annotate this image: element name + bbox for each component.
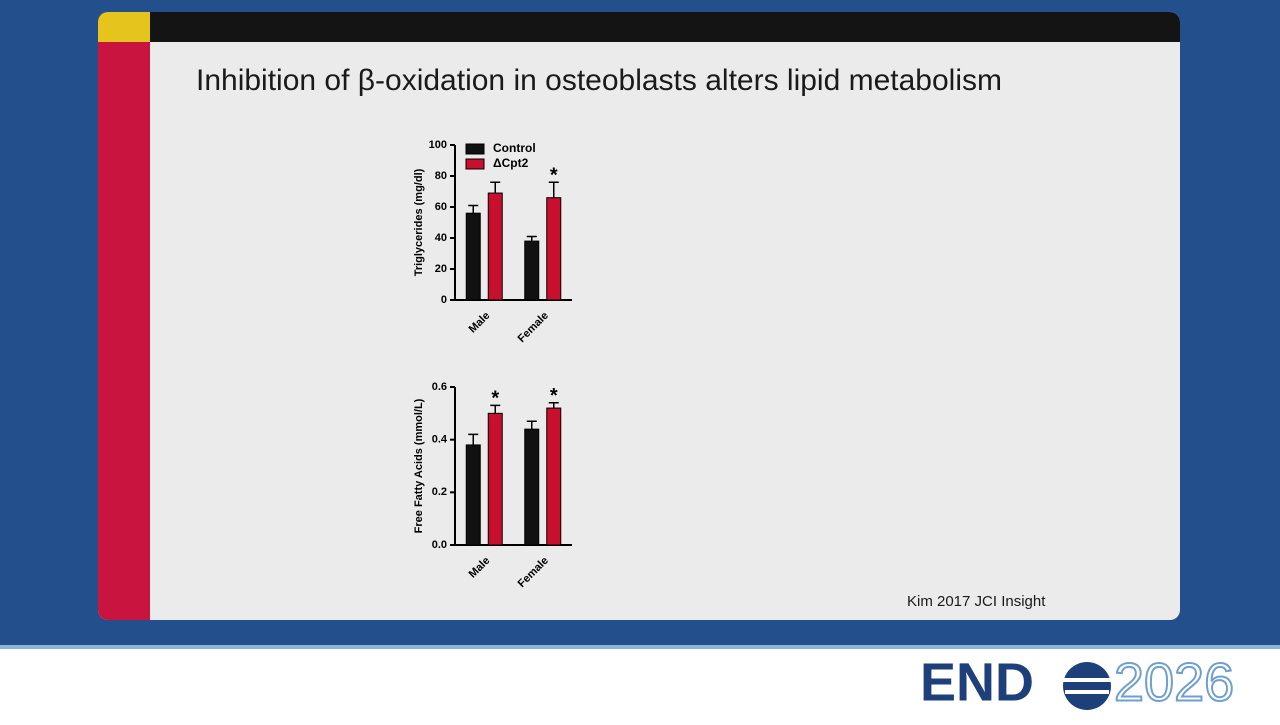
corner — [98, 12, 150, 42]
bar — [465, 444, 481, 546]
card — [98, 12, 1180, 620]
legend-swatch — [465, 143, 485, 155]
bar — [546, 197, 562, 301]
y-tick-label: 0.0 — [432, 539, 447, 551]
logo-globe — [1063, 662, 1111, 710]
logo-text: END — [920, 652, 1034, 712]
y-tick-label: 0.6 — [432, 381, 447, 393]
top-bar — [98, 12, 1180, 42]
y-tick-label: 80 — [435, 170, 447, 182]
error-bar — [526, 420, 537, 430]
y-axis-label: Triglycerides (mg/dl) — [413, 168, 425, 276]
y-tick-label: 0.2 — [432, 486, 447, 498]
legend-swatch — [465, 158, 485, 170]
bar — [524, 428, 540, 546]
error-bar — [468, 204, 479, 214]
citation: Kim 2017 JCI Insight — [907, 593, 1046, 610]
y-tick-label: 20 — [435, 263, 447, 275]
bar — [546, 407, 562, 546]
bar — [524, 240, 540, 301]
error-bar — [490, 404, 501, 414]
bar — [465, 212, 481, 301]
y-axis-label: Free Fatty Acids (mmol/L) — [413, 398, 425, 533]
y-tick-label: 60 — [435, 201, 447, 213]
divider — [0, 645, 1280, 649]
y-tick-label: 0 — [441, 294, 447, 306]
significance-marker: * — [491, 388, 499, 410]
y-tick-label: 100 — [429, 139, 447, 151]
bar — [487, 192, 503, 301]
error-bar — [490, 181, 501, 194]
error-bar — [548, 181, 559, 198]
error-bar — [526, 235, 537, 242]
significance-marker: * — [550, 385, 558, 407]
side-bar — [98, 42, 150, 620]
bar — [487, 412, 503, 546]
error-bar — [468, 433, 479, 445]
y-tick-label: 40 — [435, 232, 447, 244]
logo-year: 2026 — [1114, 652, 1234, 712]
legend-label: Control — [493, 141, 536, 155]
legend-label: ΔCpt2 — [493, 156, 529, 170]
significance-marker: * — [550, 164, 558, 186]
y-tick-label: 0.4 — [432, 434, 448, 446]
error-bar — [548, 402, 559, 409]
slide-title: Inhibition of β-oxidation in osteoblasts… — [196, 64, 1002, 97]
